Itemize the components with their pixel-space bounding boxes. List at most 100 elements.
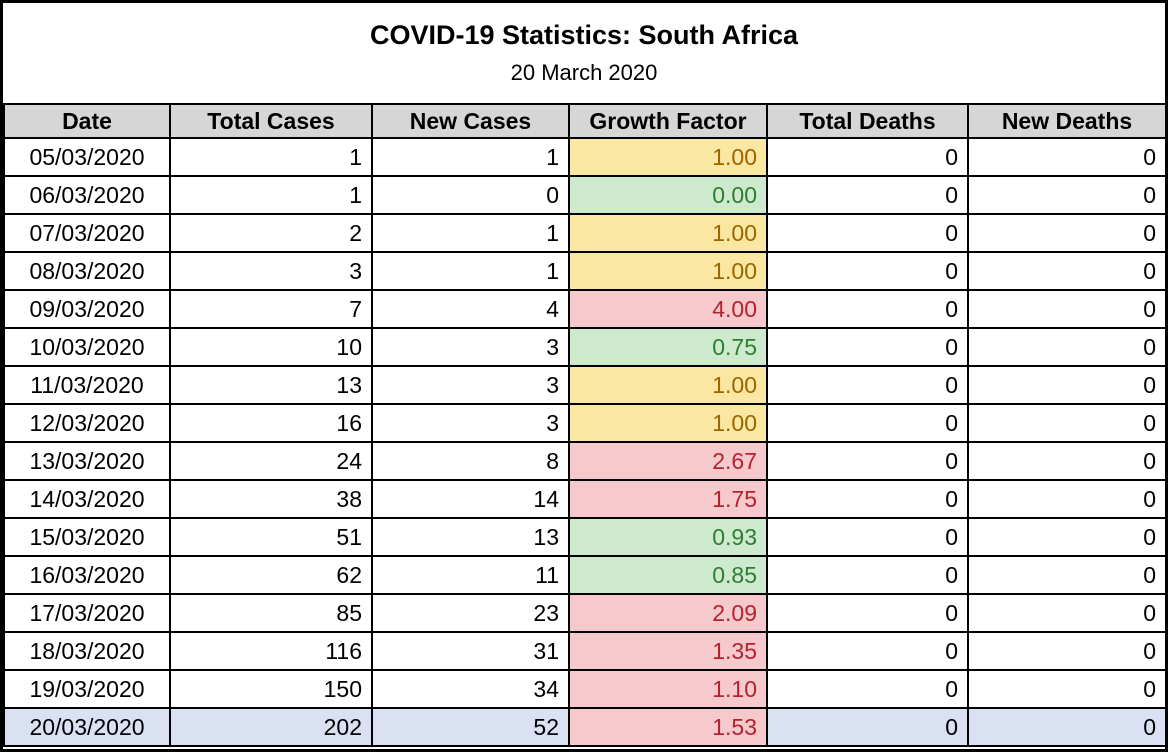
date-cell: 17/03/2020 [3,593,171,633]
date-cell: 15/03/2020 [3,517,171,557]
total-deaths-cell: 0 [766,593,969,633]
new-cases-cell: 31 [371,631,570,671]
new-deaths-cell: 0 [967,669,1167,709]
col-header-total-deaths: Total Deaths [766,103,969,139]
total-deaths-cell: 0 [766,707,969,747]
new-cases-cell: 8 [371,441,570,481]
date-cell: 09/03/2020 [3,289,171,329]
new-deaths-cell: 0 [967,479,1167,519]
col-header-date: Date [3,103,171,139]
growth-factor-cell: 0.85 [568,555,768,595]
new-cases-cell: 1 [371,251,570,291]
growth-factor-cell: 4.00 [568,289,768,329]
new-deaths-cell: 0 [967,555,1167,595]
table-row: 12/03/2020 16 3 1.00 0 0 [3,403,1167,443]
date-cell: 05/03/2020 [3,137,171,177]
total-cases-cell: 202 [169,707,373,747]
table-row: 15/03/2020 51 13 0.93 0 0 [3,517,1167,557]
col-header-new-cases: New Cases [371,103,570,139]
total-cases-cell: 16 [169,403,373,443]
covid-stats-table: Date Total Cases New Cases Growth Factor… [3,103,1167,747]
table-row: 13/03/2020 24 8 2.67 0 0 [3,441,1167,481]
date-cell: 19/03/2020 [3,669,171,709]
total-deaths-cell: 0 [766,289,969,329]
total-cases-cell: 1 [169,137,373,177]
growth-factor-cell: 2.09 [568,593,768,633]
new-deaths-cell: 0 [967,251,1167,291]
table-row: 19/03/2020 150 34 1.10 0 0 [3,669,1167,709]
total-deaths-cell: 0 [766,327,969,367]
growth-factor-cell: 1.00 [568,251,768,291]
date-cell: 14/03/2020 [3,479,171,519]
total-cases-cell: 13 [169,365,373,405]
growth-factor-cell: 1.00 [568,365,768,405]
new-cases-cell: 3 [371,365,570,405]
new-cases-cell: 11 [371,555,570,595]
title-block: COVID-19 Statistics: South Africa 20 Mar… [3,3,1165,103]
new-deaths-cell: 0 [967,517,1167,557]
table-row: 09/03/2020 7 4 4.00 0 0 [3,289,1167,329]
new-cases-cell: 1 [371,213,570,253]
date-cell: 08/03/2020 [3,251,171,291]
new-deaths-cell: 0 [967,631,1167,671]
new-deaths-cell: 0 [967,175,1167,215]
new-cases-cell: 52 [371,707,570,747]
new-deaths-cell: 0 [967,593,1167,633]
total-cases-cell: 38 [169,479,373,519]
new-cases-cell: 1 [371,137,570,177]
col-header-total-cases: Total Cases [169,103,373,139]
total-cases-cell: 62 [169,555,373,595]
date-cell: 20/03/2020 [3,707,171,747]
total-cases-cell: 51 [169,517,373,557]
total-deaths-cell: 0 [766,365,969,405]
date-cell: 07/03/2020 [3,213,171,253]
page-subtitle: 20 March 2020 [510,60,658,85]
new-cases-cell: 0 [371,175,570,215]
new-deaths-cell: 0 [967,707,1167,747]
total-cases-cell: 24 [169,441,373,481]
total-cases-cell: 85 [169,593,373,633]
growth-factor-cell: 1.10 [568,669,768,709]
total-deaths-cell: 0 [766,441,969,481]
page-title: COVID-19 Statistics: South Africa [369,20,799,50]
new-cases-cell: 23 [371,593,570,633]
table-row: 10/03/2020 10 3 0.75 0 0 [3,327,1167,367]
date-cell: 10/03/2020 [3,327,171,367]
total-deaths-cell: 0 [766,631,969,671]
date-cell: 11/03/2020 [3,365,171,405]
date-cell: 06/03/2020 [3,175,171,215]
table-row: 20/03/2020 202 52 1.53 0 0 [3,707,1167,747]
table-row: 07/03/2020 2 1 1.00 0 0 [3,213,1167,253]
total-cases-cell: 3 [169,251,373,291]
new-deaths-cell: 0 [967,213,1167,253]
table-body: 05/03/2020 1 1 1.00 0 0 06/03/2020 1 0 0.00 0 0 07/0… [3,137,1167,747]
new-cases-cell: 14 [371,479,570,519]
new-cases-cell: 3 [371,327,570,367]
new-cases-cell: 3 [371,403,570,443]
date-cell: 18/03/2020 [3,631,171,671]
growth-factor-cell: 0.93 [568,517,768,557]
table-row: 05/03/2020 1 1 1.00 0 0 [3,137,1167,177]
growth-factor-cell: 1.53 [568,707,768,747]
growth-factor-cell: 1.00 [568,403,768,443]
table-row: 11/03/2020 13 3 1.00 0 0 [3,365,1167,405]
total-cases-cell: 1 [169,175,373,215]
new-cases-cell: 13 [371,517,570,557]
total-deaths-cell: 0 [766,213,969,253]
new-cases-cell: 4 [371,289,570,329]
total-deaths-cell: 0 [766,479,969,519]
growth-factor-cell: 1.35 [568,631,768,671]
total-deaths-cell: 0 [766,251,969,291]
total-cases-cell: 150 [169,669,373,709]
date-cell: 12/03/2020 [3,403,171,443]
table-row: 17/03/2020 85 23 2.09 0 0 [3,593,1167,633]
total-deaths-cell: 0 [766,669,969,709]
growth-factor-cell: 2.67 [568,441,768,481]
total-deaths-cell: 0 [766,137,969,177]
total-cases-cell: 10 [169,327,373,367]
total-deaths-cell: 0 [766,555,969,595]
total-deaths-cell: 0 [766,175,969,215]
table-row: 08/03/2020 3 1 1.00 0 0 [3,251,1167,291]
col-header-new-deaths: New Deaths [967,103,1167,139]
